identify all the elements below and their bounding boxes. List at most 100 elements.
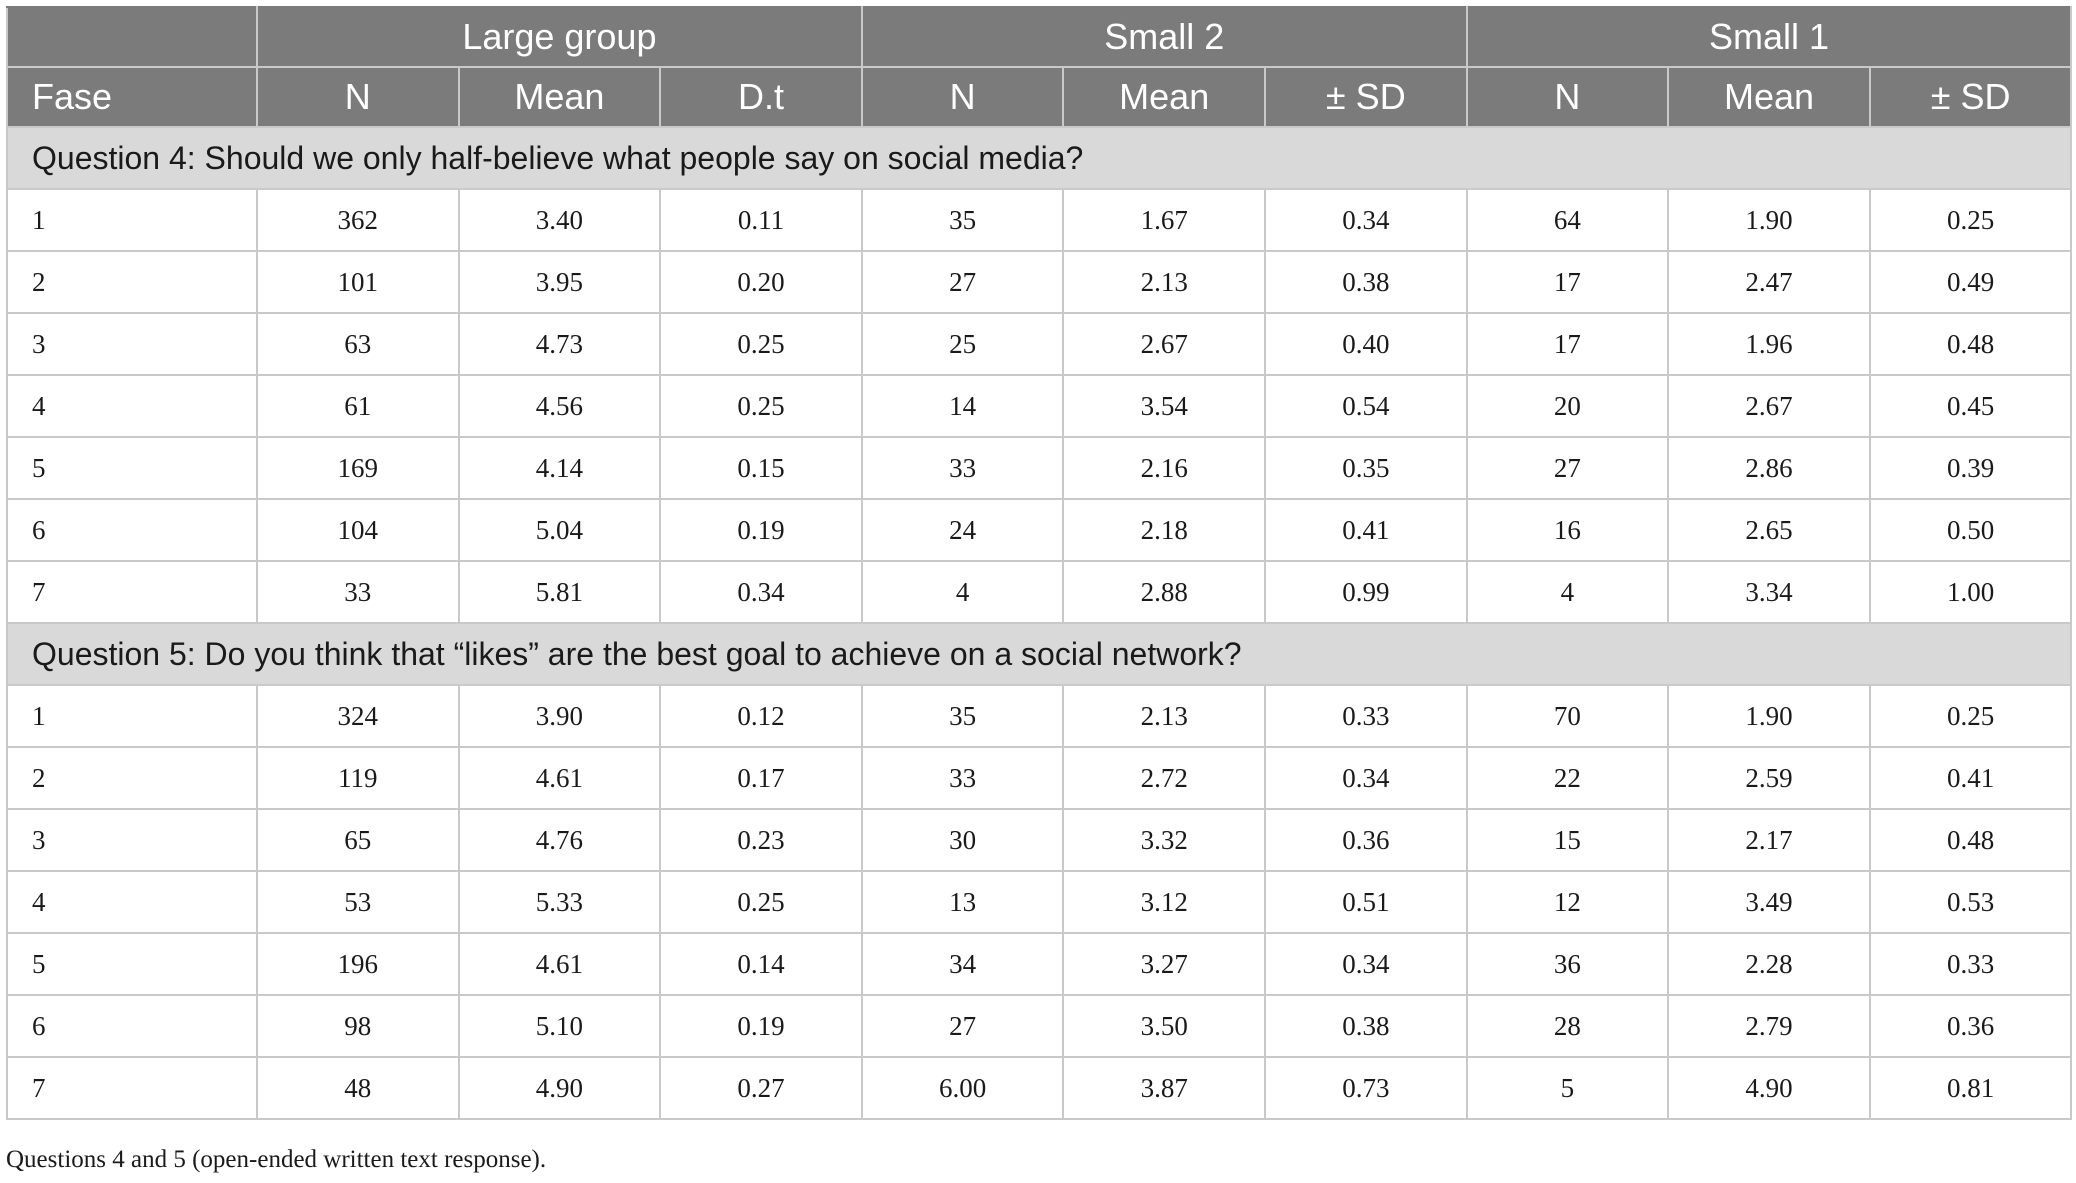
large-mean-cell: 5.10: [457, 994, 662, 1058]
table-container: Large group Small 2 Small 1 Fase N Mean …: [5, 6, 2073, 1120]
small2-sd-cell: 0.38: [1264, 994, 1468, 1058]
small2-sd-cell: 0.99: [1264, 560, 1468, 624]
small2-sd-cell: 0.36: [1264, 808, 1468, 872]
large-dt-cell: 0.20: [659, 250, 863, 314]
section-header-row: Question 5: Do you think that “likes” ar…: [5, 622, 2073, 686]
small2-mean-cell: 3.12: [1062, 870, 1266, 934]
small1-mean-cell: 3.34: [1667, 560, 1871, 624]
large-n-cell: 324: [256, 684, 460, 748]
section-header-row: Question 4: Should we only half-believe …: [5, 126, 2073, 190]
small2-n-cell: 25: [860, 312, 1065, 376]
section-title: Question 5: Do you think that “likes” ar…: [5, 622, 2073, 686]
fase-cell: 7: [6, 560, 258, 624]
large-dt-cell: 0.34: [659, 560, 863, 624]
small1-n-cell: 12: [1465, 870, 1670, 934]
large-mean-cell: 4.61: [457, 932, 662, 996]
small2-sd-cell: 0.33: [1264, 684, 1468, 748]
small1-sd-cell: 0.81: [1868, 1056, 2073, 1120]
small2-n-cell: 35: [860, 684, 1065, 748]
small1-sd-cell: 0.36: [1868, 994, 2073, 1058]
small2-mean-cell: 2.72: [1062, 746, 1266, 810]
small2-sd-cell: 0.38: [1264, 250, 1468, 314]
large-n-cell: 65: [256, 808, 460, 872]
small1-mean-cell: 1.90: [1667, 684, 1871, 748]
small2-mean-cell: 2.13: [1062, 684, 1266, 748]
small2-n-cell: 27: [860, 250, 1065, 314]
small1-mean-cell: 2.59: [1667, 746, 1871, 810]
fase-cell: 5: [6, 436, 258, 500]
small1-sd-cell: 0.48: [1868, 808, 2073, 872]
large-dt-cell: 0.25: [659, 312, 863, 376]
table-row: 7 33 5.81 0.34 4 2.88 0.99 4 3.34 1.00: [6, 560, 2073, 624]
large-mean-cell: 5.33: [457, 870, 662, 934]
table-row: 6 104 5.04 0.19 24 2.18 0.41 16 2.65 0.50: [6, 498, 2073, 562]
large-mean-cell: 3.40: [457, 188, 662, 252]
fase-cell: 4: [6, 870, 258, 934]
column-header-mean: Mean: [1062, 66, 1266, 128]
column-header-n: N: [256, 66, 460, 128]
large-dt-cell: 0.15: [659, 436, 863, 500]
column-header-row: Fase N Mean D.t N Mean ± SD N Mean ± SD: [6, 66, 2073, 128]
small2-n-cell: 27: [860, 994, 1065, 1058]
large-mean-cell: 5.81: [457, 560, 662, 624]
small1-sd-cell: 0.49: [1868, 250, 2073, 314]
small2-n-cell: 35: [860, 188, 1065, 252]
fase-cell: 4: [6, 374, 258, 438]
large-dt-cell: 0.17: [659, 746, 863, 810]
table-body: Question 4: Should we only half-believe …: [5, 126, 2073, 1120]
small2-n-cell: 33: [860, 436, 1065, 500]
fase-cell: 3: [6, 808, 258, 872]
small2-sd-cell: 0.34: [1264, 188, 1468, 252]
table-row: 6 98 5.10 0.19 27 3.50 0.38 28 2.79 0.36: [6, 994, 2073, 1058]
large-dt-cell: 0.27: [659, 1056, 863, 1120]
column-header-n: N: [860, 66, 1065, 128]
small1-n-cell: 64: [1465, 188, 1670, 252]
table-row: 7 48 4.90 0.27 6.00 3.87 0.73 5 4.90 0.81: [6, 1056, 2073, 1120]
small2-mean-cell: 3.32: [1062, 808, 1266, 872]
table-row: 2 101 3.95 0.20 27 2.13 0.38 17 2.47 0.49: [6, 250, 2073, 314]
large-n-cell: 63: [256, 312, 460, 376]
small2-mean-cell: 2.88: [1062, 560, 1266, 624]
large-dt-cell: 0.11: [659, 188, 863, 252]
column-header-mean: Mean: [1667, 66, 1871, 128]
group-header-small-1: Small 1: [1465, 6, 2073, 68]
small1-sd-cell: 0.45: [1868, 374, 2073, 438]
large-dt-cell: 0.19: [659, 994, 863, 1058]
small1-n-cell: 28: [1465, 994, 1670, 1058]
small2-mean-cell: 2.13: [1062, 250, 1266, 314]
small2-mean-cell: 2.67: [1062, 312, 1266, 376]
results-table: Large group Small 2 Small 1 Fase N Mean …: [5, 6, 2073, 1120]
small1-sd-cell: 0.48: [1868, 312, 2073, 376]
small2-mean-cell: 2.18: [1062, 498, 1266, 562]
column-header-sd: ± SD: [1264, 66, 1468, 128]
small1-n-cell: 70: [1465, 684, 1670, 748]
small1-sd-cell: 0.25: [1868, 188, 2073, 252]
large-mean-cell: 4.56: [457, 374, 662, 438]
large-mean-cell: 3.95: [457, 250, 662, 314]
large-n-cell: 33: [256, 560, 460, 624]
large-mean-cell: 4.73: [457, 312, 662, 376]
small2-n-cell: 13: [860, 870, 1065, 934]
fase-cell: 2: [6, 250, 258, 314]
small1-n-cell: 22: [1465, 746, 1670, 810]
large-dt-cell: 0.19: [659, 498, 863, 562]
large-dt-cell: 0.25: [659, 374, 863, 438]
small1-sd-cell: 0.50: [1868, 498, 2073, 562]
small1-n-cell: 17: [1465, 312, 1670, 376]
table-row: 3 63 4.73 0.25 25 2.67 0.40 17 1.96 0.48: [6, 312, 2073, 376]
column-header-dt: D.t: [659, 66, 863, 128]
fase-cell: 5: [6, 932, 258, 996]
table-row: 5 196 4.61 0.14 34 3.27 0.34 36 2.28 0.33: [6, 932, 2073, 996]
small1-n-cell: 20: [1465, 374, 1670, 438]
small1-n-cell: 17: [1465, 250, 1670, 314]
large-n-cell: 101: [256, 250, 460, 314]
small2-sd-cell: 0.54: [1264, 374, 1468, 438]
fase-cell: 6: [6, 498, 258, 562]
large-n-cell: 169: [256, 436, 460, 500]
large-dt-cell: 0.25: [659, 870, 863, 934]
table-row: 1 324 3.90 0.12 35 2.13 0.33 70 1.90 0.25: [6, 684, 2073, 748]
large-mean-cell: 4.14: [457, 436, 662, 500]
small2-n-cell: 6.00: [860, 1056, 1065, 1120]
table-row: 4 61 4.56 0.25 14 3.54 0.54 20 2.67 0.45: [6, 374, 2073, 438]
small1-mean-cell: 2.67: [1667, 374, 1871, 438]
